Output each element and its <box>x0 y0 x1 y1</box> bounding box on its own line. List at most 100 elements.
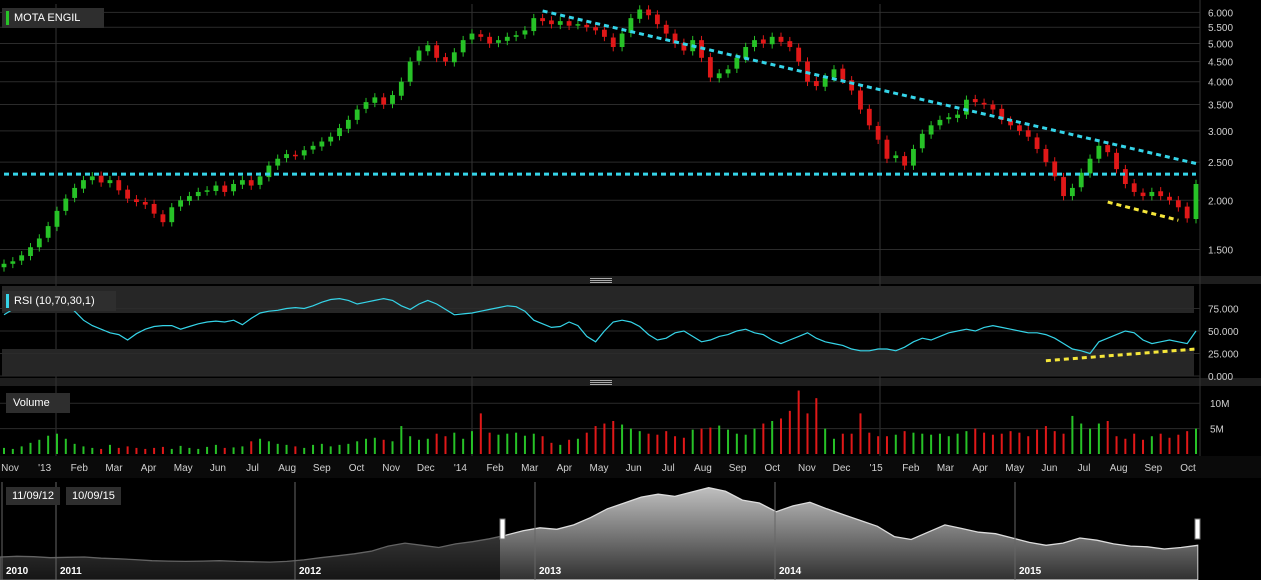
navigator-range-handle[interactable] <box>1194 518 1201 540</box>
candle <box>195 187 201 201</box>
candle <box>151 199 157 218</box>
price-y-tick: 2.500 <box>1208 158 1233 169</box>
volume-bar <box>73 443 76 454</box>
x-tick-label: Sep <box>313 463 331 474</box>
candle <box>787 36 793 52</box>
candle <box>19 251 25 265</box>
volume-bar <box>532 433 535 454</box>
candle <box>213 181 219 196</box>
candle <box>769 32 775 49</box>
rsi-grid <box>0 286 1200 377</box>
candle <box>248 175 254 190</box>
volume-bar <box>991 434 994 454</box>
volume-bar <box>1124 438 1127 454</box>
candle <box>1087 154 1093 178</box>
volume-bar <box>780 418 783 454</box>
volume-bar <box>682 437 685 454</box>
navigator-year-label: 2012 <box>299 566 322 577</box>
x-tick-label: Mar <box>937 463 955 474</box>
x-tick-label: Jul <box>662 463 675 474</box>
volume-bar <box>603 423 606 454</box>
candle <box>964 95 969 119</box>
volume-bar <box>744 434 747 454</box>
candle <box>884 135 890 164</box>
candle <box>849 76 855 95</box>
trendline-resistance[interactable] <box>542 9 1197 165</box>
x-tick-label: Oct <box>764 463 780 474</box>
price-y-tick: 5.500 <box>1208 23 1233 34</box>
candle <box>434 41 440 63</box>
volume-bar <box>541 436 544 454</box>
volume-bar <box>462 438 465 454</box>
x-tick-label: Apr <box>141 463 157 474</box>
volume-bar <box>674 436 677 454</box>
rsi-volume-resize-handle[interactable] <box>590 380 612 385</box>
volume-bar <box>629 428 632 454</box>
volume-bars <box>3 390 1197 454</box>
candle <box>796 43 802 66</box>
candle <box>81 175 86 193</box>
candle <box>593 23 598 35</box>
volume-bar <box>912 432 915 454</box>
price-y-axis: 6.000 5.500 5.000 4.500 4.000 3.500 3.000 2.500… <box>1208 8 1233 256</box>
volume-bar <box>921 433 924 454</box>
candle <box>266 161 272 182</box>
navigator-range-handle[interactable] <box>499 518 506 540</box>
volume-y-tick: 5M <box>1210 425 1224 436</box>
trendline-support[interactable] <box>1107 200 1179 222</box>
x-tick-label: Nov <box>1 463 19 474</box>
candle <box>937 115 943 130</box>
volume-bar <box>82 446 85 454</box>
candle <box>866 104 872 130</box>
rsi-y-tick: 25.000 <box>1208 350 1239 361</box>
candle <box>1061 172 1066 201</box>
volume-bar <box>568 439 571 454</box>
navigator-year-label: 2010 <box>6 566 29 577</box>
rsi-y-tick: 0.000 <box>1208 372 1233 383</box>
volume-bar <box>479 413 482 454</box>
volume-bar <box>1000 433 1003 454</box>
candle <box>504 32 510 46</box>
price-rsi-resize-handle[interactable] <box>590 278 612 283</box>
volume-bar <box>20 446 23 454</box>
volume-name: Volume <box>13 397 50 409</box>
candle <box>10 257 16 269</box>
volume-bar <box>727 429 730 454</box>
candle <box>204 186 210 196</box>
volume-bar <box>1009 431 1012 454</box>
rsi-y-tick: 50.000 <box>1208 327 1239 338</box>
volume-y-axis: 10M 5M <box>1210 399 1229 435</box>
candle <box>381 93 387 109</box>
navigator-year-label: 2013 <box>539 566 562 577</box>
volume-bar <box>356 441 359 454</box>
x-tick-label: '13 <box>38 463 51 474</box>
candle <box>142 197 148 209</box>
x-tick-label: Mar <box>105 463 123 474</box>
price-candles <box>1 5 1199 272</box>
volume-bar <box>38 439 41 454</box>
candle <box>893 151 899 163</box>
candle <box>160 210 166 227</box>
x-tick-label: '15 <box>870 463 883 474</box>
range-end-date[interactable]: 10/09/15 <box>66 487 121 505</box>
candle <box>63 194 69 216</box>
volume-bar <box>329 446 332 454</box>
candle <box>54 206 60 232</box>
candle <box>672 29 678 48</box>
candle <box>1025 126 1031 142</box>
candle <box>813 76 819 91</box>
volume-bar <box>179 445 182 454</box>
navigator-year-label: 2014 <box>779 566 802 577</box>
volume-bar <box>214 444 217 454</box>
navigator-year-label: 2011 <box>60 566 82 577</box>
volume-bar <box>797 390 800 454</box>
navigator[interactable]: 2010 2011 2012 2013 2014 2015 <box>0 482 1201 580</box>
candle <box>522 26 528 39</box>
candle <box>328 132 334 146</box>
candle <box>619 29 625 52</box>
candle <box>187 191 192 206</box>
range-start-date[interactable]: 11/09/12 <box>6 487 61 505</box>
volume-bar <box>1142 439 1145 454</box>
volume-bar <box>938 433 941 454</box>
candle <box>496 35 501 48</box>
